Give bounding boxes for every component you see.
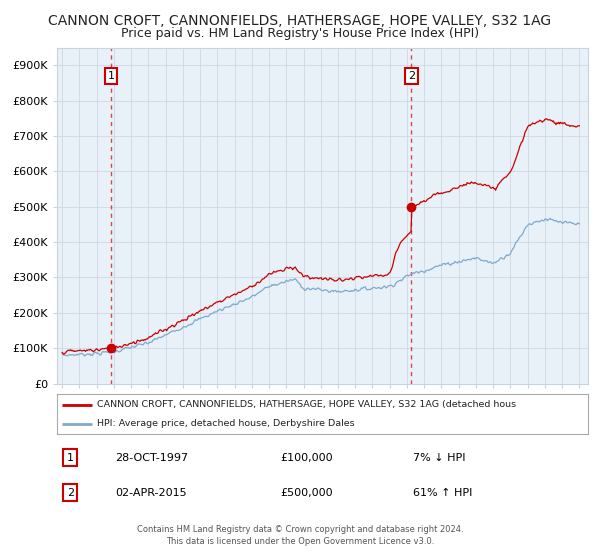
Text: 7% ↓ HPI: 7% ↓ HPI	[413, 453, 465, 463]
Text: 02-APR-2015: 02-APR-2015	[115, 488, 187, 498]
Text: 1: 1	[107, 71, 115, 81]
Text: Price paid vs. HM Land Registry's House Price Index (HPI): Price paid vs. HM Land Registry's House …	[121, 27, 479, 40]
Text: £100,000: £100,000	[280, 453, 332, 463]
Text: 2: 2	[67, 488, 74, 498]
Text: 28-OCT-1997: 28-OCT-1997	[115, 453, 188, 463]
Text: 2: 2	[408, 71, 415, 81]
Text: CANNON CROFT, CANNONFIELDS, HATHERSAGE, HOPE VALLEY, S32 1AG (detached hous: CANNON CROFT, CANNONFIELDS, HATHERSAGE, …	[97, 400, 516, 409]
Text: Contains HM Land Registry data © Crown copyright and database right 2024.
This d: Contains HM Land Registry data © Crown c…	[137, 525, 463, 546]
Text: HPI: Average price, detached house, Derbyshire Dales: HPI: Average price, detached house, Derb…	[97, 419, 355, 428]
Text: 61% ↑ HPI: 61% ↑ HPI	[413, 488, 472, 498]
Text: CANNON CROFT, CANNONFIELDS, HATHERSAGE, HOPE VALLEY, S32 1AG: CANNON CROFT, CANNONFIELDS, HATHERSAGE, …	[49, 14, 551, 28]
Text: 1: 1	[67, 453, 74, 463]
Text: £500,000: £500,000	[280, 488, 332, 498]
